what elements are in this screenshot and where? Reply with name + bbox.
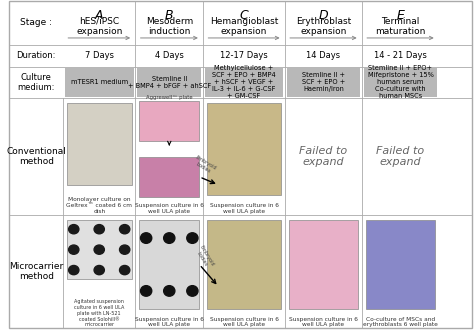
Text: Agitated suspension
culture in 6 well ULA
plate with LN-521
coated Solohill®
mic: Agitated suspension culture in 6 well UL… <box>74 299 124 327</box>
Text: Failed to
expand: Failed to expand <box>376 146 425 167</box>
Ellipse shape <box>94 245 104 254</box>
Text: Methylcellulose +
SCF + EPO + BMP4
+ hSCF + VEGF +
IL-3 + IL-6 + G-CSF
+ GM-CSF: Methylcellulose + SCF + EPO + BMP4 + hSC… <box>212 65 276 99</box>
Ellipse shape <box>187 286 198 296</box>
Text: D: D <box>319 9 328 22</box>
Text: Suspension culture in 6
well ULA plate: Suspension culture in 6 well ULA plate <box>135 203 204 214</box>
Text: 4 Days: 4 Days <box>155 51 184 60</box>
Text: Suspension culture in 6
well ULA plate: Suspension culture in 6 well ULA plate <box>210 316 278 327</box>
Text: Microcarrier
method: Microcarrier method <box>9 262 64 281</box>
Text: Stage :: Stage : <box>20 18 52 27</box>
Text: Stemline II +
SCF + EPO +
Haemin/Iron: Stemline II + SCF + EPO + Haemin/Iron <box>302 72 345 92</box>
Text: Suspension culture in 6
well ULA plate: Suspension culture in 6 well ULA plate <box>135 316 204 327</box>
Ellipse shape <box>94 265 104 275</box>
Text: mTESR1 medium: mTESR1 medium <box>71 79 128 85</box>
Bar <box>289 220 358 309</box>
Text: Terminal
maturation: Terminal maturation <box>375 16 426 36</box>
Text: Embryoid
bodies: Embryoid bodies <box>193 245 215 271</box>
Bar <box>137 68 201 97</box>
Bar <box>67 103 132 185</box>
Bar <box>207 220 281 309</box>
Bar <box>139 101 200 141</box>
Text: 7 Days: 7 Days <box>85 51 114 60</box>
Text: Mesoderm
induction: Mesoderm induction <box>146 16 193 36</box>
Text: C: C <box>240 9 248 22</box>
Ellipse shape <box>119 245 130 254</box>
Text: Co-culture of MSCs and
erythroblasts 6 well plate: Co-culture of MSCs and erythroblasts 6 w… <box>363 316 438 327</box>
Text: Suspension culture in 6
well ULA plate: Suspension culture in 6 well ULA plate <box>289 316 358 327</box>
Text: 12-17 Days: 12-17 Days <box>220 51 268 60</box>
Ellipse shape <box>69 265 79 275</box>
Text: Duration:: Duration: <box>17 51 56 60</box>
Bar <box>139 220 200 309</box>
Ellipse shape <box>141 233 152 243</box>
Text: B: B <box>165 9 173 22</box>
Bar <box>365 220 435 309</box>
Ellipse shape <box>69 245 79 254</box>
Text: 14 Days: 14 Days <box>306 51 340 60</box>
Bar <box>67 220 132 279</box>
Ellipse shape <box>119 225 130 234</box>
Text: 14 - 21 Days: 14 - 21 Days <box>374 51 427 60</box>
Text: Erythroblast
expansion: Erythroblast expansion <box>296 16 351 36</box>
Text: Monolayer culture on
Geltrex™ coated 6 cm
dish: Monolayer culture on Geltrex™ coated 6 c… <box>66 197 132 214</box>
Text: Culture
medium:: Culture medium: <box>18 73 55 92</box>
Text: Stemline II
+ BMP4 + bFGF + ahSCF: Stemline II + BMP4 + bFGF + ahSCF <box>128 76 211 89</box>
Ellipse shape <box>141 286 152 296</box>
Text: Suspension culture in 6
well ULA plate: Suspension culture in 6 well ULA plate <box>210 203 278 214</box>
Ellipse shape <box>164 233 175 243</box>
Bar <box>205 68 283 97</box>
Ellipse shape <box>164 286 175 296</box>
Ellipse shape <box>119 265 130 275</box>
Text: hES/iPSC
expansion: hES/iPSC expansion <box>76 16 122 36</box>
Ellipse shape <box>94 225 104 234</box>
Bar <box>364 68 437 97</box>
Ellipse shape <box>187 233 198 243</box>
Ellipse shape <box>69 225 79 234</box>
Text: E: E <box>397 9 404 22</box>
Text: Aggrewell™ plate: Aggrewell™ plate <box>146 95 192 100</box>
Text: Failed to
expand: Failed to expand <box>299 146 347 167</box>
Bar <box>287 68 360 97</box>
Bar <box>207 103 281 195</box>
Text: A: A <box>95 9 103 22</box>
Text: Hemangioblast
expansion: Hemangioblast expansion <box>210 16 278 36</box>
Bar <box>65 68 134 97</box>
Text: Conventional
method: Conventional method <box>6 147 66 166</box>
Text: Stemline II + EPO+
Mifepristone + 15%
human serum
Co-culture with
human MSCs: Stemline II + EPO+ Mifepristone + 15% hu… <box>367 65 433 99</box>
Text: Embryoid
bodies: Embryoid bodies <box>191 154 217 176</box>
Bar <box>139 157 200 197</box>
